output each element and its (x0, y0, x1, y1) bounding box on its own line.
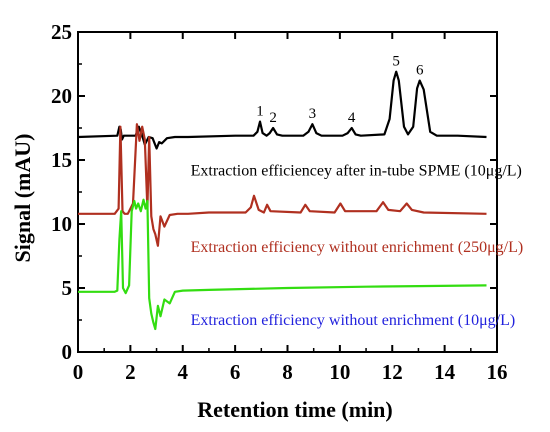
series-line-3 (78, 198, 487, 331)
y-tick-label: 25 (51, 20, 72, 44)
peak-label: 1 (256, 104, 264, 120)
y-axis-title: Signal (mAU) (10, 134, 35, 263)
trace-annotation: Extraction efficiencey after in-tube SPM… (191, 162, 522, 179)
peak-label: 2 (269, 110, 277, 126)
x-tick-label: 4 (178, 360, 189, 384)
x-tick-label: 2 (125, 360, 136, 384)
series-line-2 (78, 123, 487, 247)
y-tick-label: 10 (51, 212, 72, 236)
x-tick-label: 12 (382, 360, 403, 384)
series-line-1 (77, 70, 487, 150)
x-tick-label: 6 (230, 360, 241, 384)
y-tick-label: 0 (62, 340, 73, 364)
x-tick-label: 10 (329, 360, 350, 384)
x-tick-label: 8 (282, 360, 293, 384)
series-layer (77, 70, 487, 331)
x-tick-label: 14 (434, 360, 456, 384)
trace-annotation: Extraction efficiency without enrichment… (191, 239, 524, 256)
x-axis-title: Retention time (min) (197, 397, 393, 422)
y-tick-label: 20 (51, 84, 72, 108)
trace-annotation: Extraction efficiency without enrichment… (191, 312, 516, 329)
x-tick-label: 16 (487, 360, 508, 384)
peak-label: 5 (392, 54, 400, 70)
peak-label: 4 (348, 110, 356, 126)
peak-label: 3 (309, 106, 317, 122)
x-tick-label: 0 (73, 360, 84, 384)
y-tick-label: 15 (51, 148, 72, 172)
y-tick-label: 5 (62, 276, 73, 300)
plot-frame (77, 31, 498, 353)
peak-label: 6 (416, 63, 424, 79)
